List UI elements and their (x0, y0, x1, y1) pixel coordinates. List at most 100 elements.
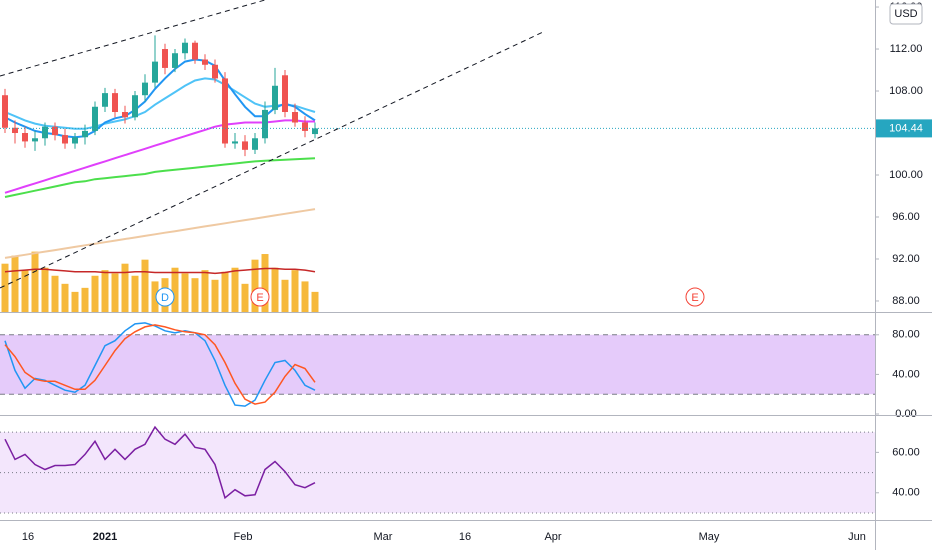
x-tick-label: May (699, 531, 720, 543)
volume-bar (91, 275, 99, 312)
y-tick-label: 40.00 (892, 368, 920, 380)
candle-body (182, 42, 188, 54)
band (0, 432, 875, 513)
volume-bar (1, 263, 9, 312)
candle-body (102, 93, 108, 107)
volume-bar (191, 278, 199, 312)
x-tick-label: Apr (544, 531, 561, 543)
y-tick-label: 60.00 (892, 446, 920, 458)
volume-bar (111, 273, 119, 312)
candle-body (62, 135, 68, 144)
pane (0, 322, 875, 407)
candle-body (2, 95, 8, 128)
event-marker (250, 287, 270, 307)
y-tick-label: 80.00 (892, 329, 920, 341)
candle-body (152, 61, 158, 83)
y-tick-label: 88.00 (892, 295, 920, 307)
trend-line (0, 0, 266, 77)
volume-bar (11, 255, 19, 312)
volume-bar (41, 267, 49, 312)
volume-bar (61, 283, 69, 312)
candle-body (142, 82, 148, 96)
band (0, 334, 875, 395)
candle-body (52, 126, 58, 136)
event-label: E (691, 292, 698, 304)
y-tick-label: 96.00 (892, 211, 920, 223)
series-line (4, 267, 316, 275)
series-line (4, 425, 316, 500)
volume-bar (241, 283, 249, 312)
series-line (4, 208, 316, 259)
y-tick-label: 112.00 (890, 43, 923, 55)
candle-body (292, 112, 298, 123)
series-line (4, 157, 316, 198)
volume-bar (251, 259, 259, 312)
currency-button (889, 3, 923, 25)
trend-line (0, 31, 544, 289)
y-tick-label: 40.00 (892, 487, 920, 499)
candle-body (212, 64, 218, 79)
volume-bar (81, 287, 89, 312)
pane (0, 425, 875, 514)
currency-label: USD (894, 8, 917, 20)
volume-bar (281, 279, 289, 312)
candle-body (172, 53, 178, 68)
x-tick-label: 16 (22, 531, 34, 543)
volume-bar (271, 267, 279, 312)
event-marker (685, 287, 705, 307)
event-label: E (256, 292, 263, 304)
volume-bar (171, 267, 179, 312)
candle-body (222, 78, 228, 144)
candle-body (72, 137, 78, 144)
candle-body (272, 85, 278, 110)
volume-bar (151, 281, 159, 312)
candle-body (232, 141, 238, 144)
candle-body (252, 138, 258, 150)
last-price-label: 104.44 (889, 122, 923, 134)
series-line (4, 324, 316, 405)
y-tick-label: 92.00 (892, 253, 920, 265)
volume-bar (141, 259, 149, 312)
x-tick-label: 2021 (93, 531, 117, 543)
volume-bar (121, 263, 129, 312)
volume-bar (261, 254, 269, 312)
volume-bar (301, 281, 309, 312)
x-tick-label: 16 (459, 531, 471, 543)
candle-body (112, 93, 118, 113)
candle-body (12, 127, 18, 134)
candle-body (92, 106, 98, 131)
volume-bar (211, 279, 219, 312)
candle-body (122, 112, 128, 118)
candle-body (282, 75, 288, 113)
series-line (4, 322, 316, 407)
candle-body (22, 133, 28, 142)
candle-body (192, 42, 198, 60)
y-tick-label: 0.00 (895, 408, 916, 420)
candle-body (42, 126, 48, 139)
x-tick-label: Jun (848, 531, 866, 543)
volume-bar (131, 275, 139, 312)
volume-bar (201, 270, 209, 312)
candle-body (132, 95, 138, 118)
volume-bar (231, 267, 239, 312)
candle-body (202, 59, 208, 65)
event-label: D (161, 292, 169, 304)
volume-bar (51, 275, 59, 312)
y-tick-label: 100.00 (889, 169, 923, 181)
pane (0, 0, 544, 312)
candle-body (242, 141, 248, 150)
x-tick-label: Feb (234, 531, 253, 543)
candle-body (32, 138, 38, 142)
last-price-box (876, 119, 932, 138)
volume-bar (181, 273, 189, 312)
candle-body (312, 128, 318, 135)
volume-bar (31, 251, 39, 312)
candle-body (302, 122, 308, 131)
candle-body (82, 130, 88, 138)
y-tick-label: 108.00 (889, 85, 923, 97)
event-marker (155, 287, 175, 307)
candle-body (162, 49, 168, 68)
volume-bar (311, 291, 319, 312)
x-tick-label: Mar (374, 531, 393, 543)
